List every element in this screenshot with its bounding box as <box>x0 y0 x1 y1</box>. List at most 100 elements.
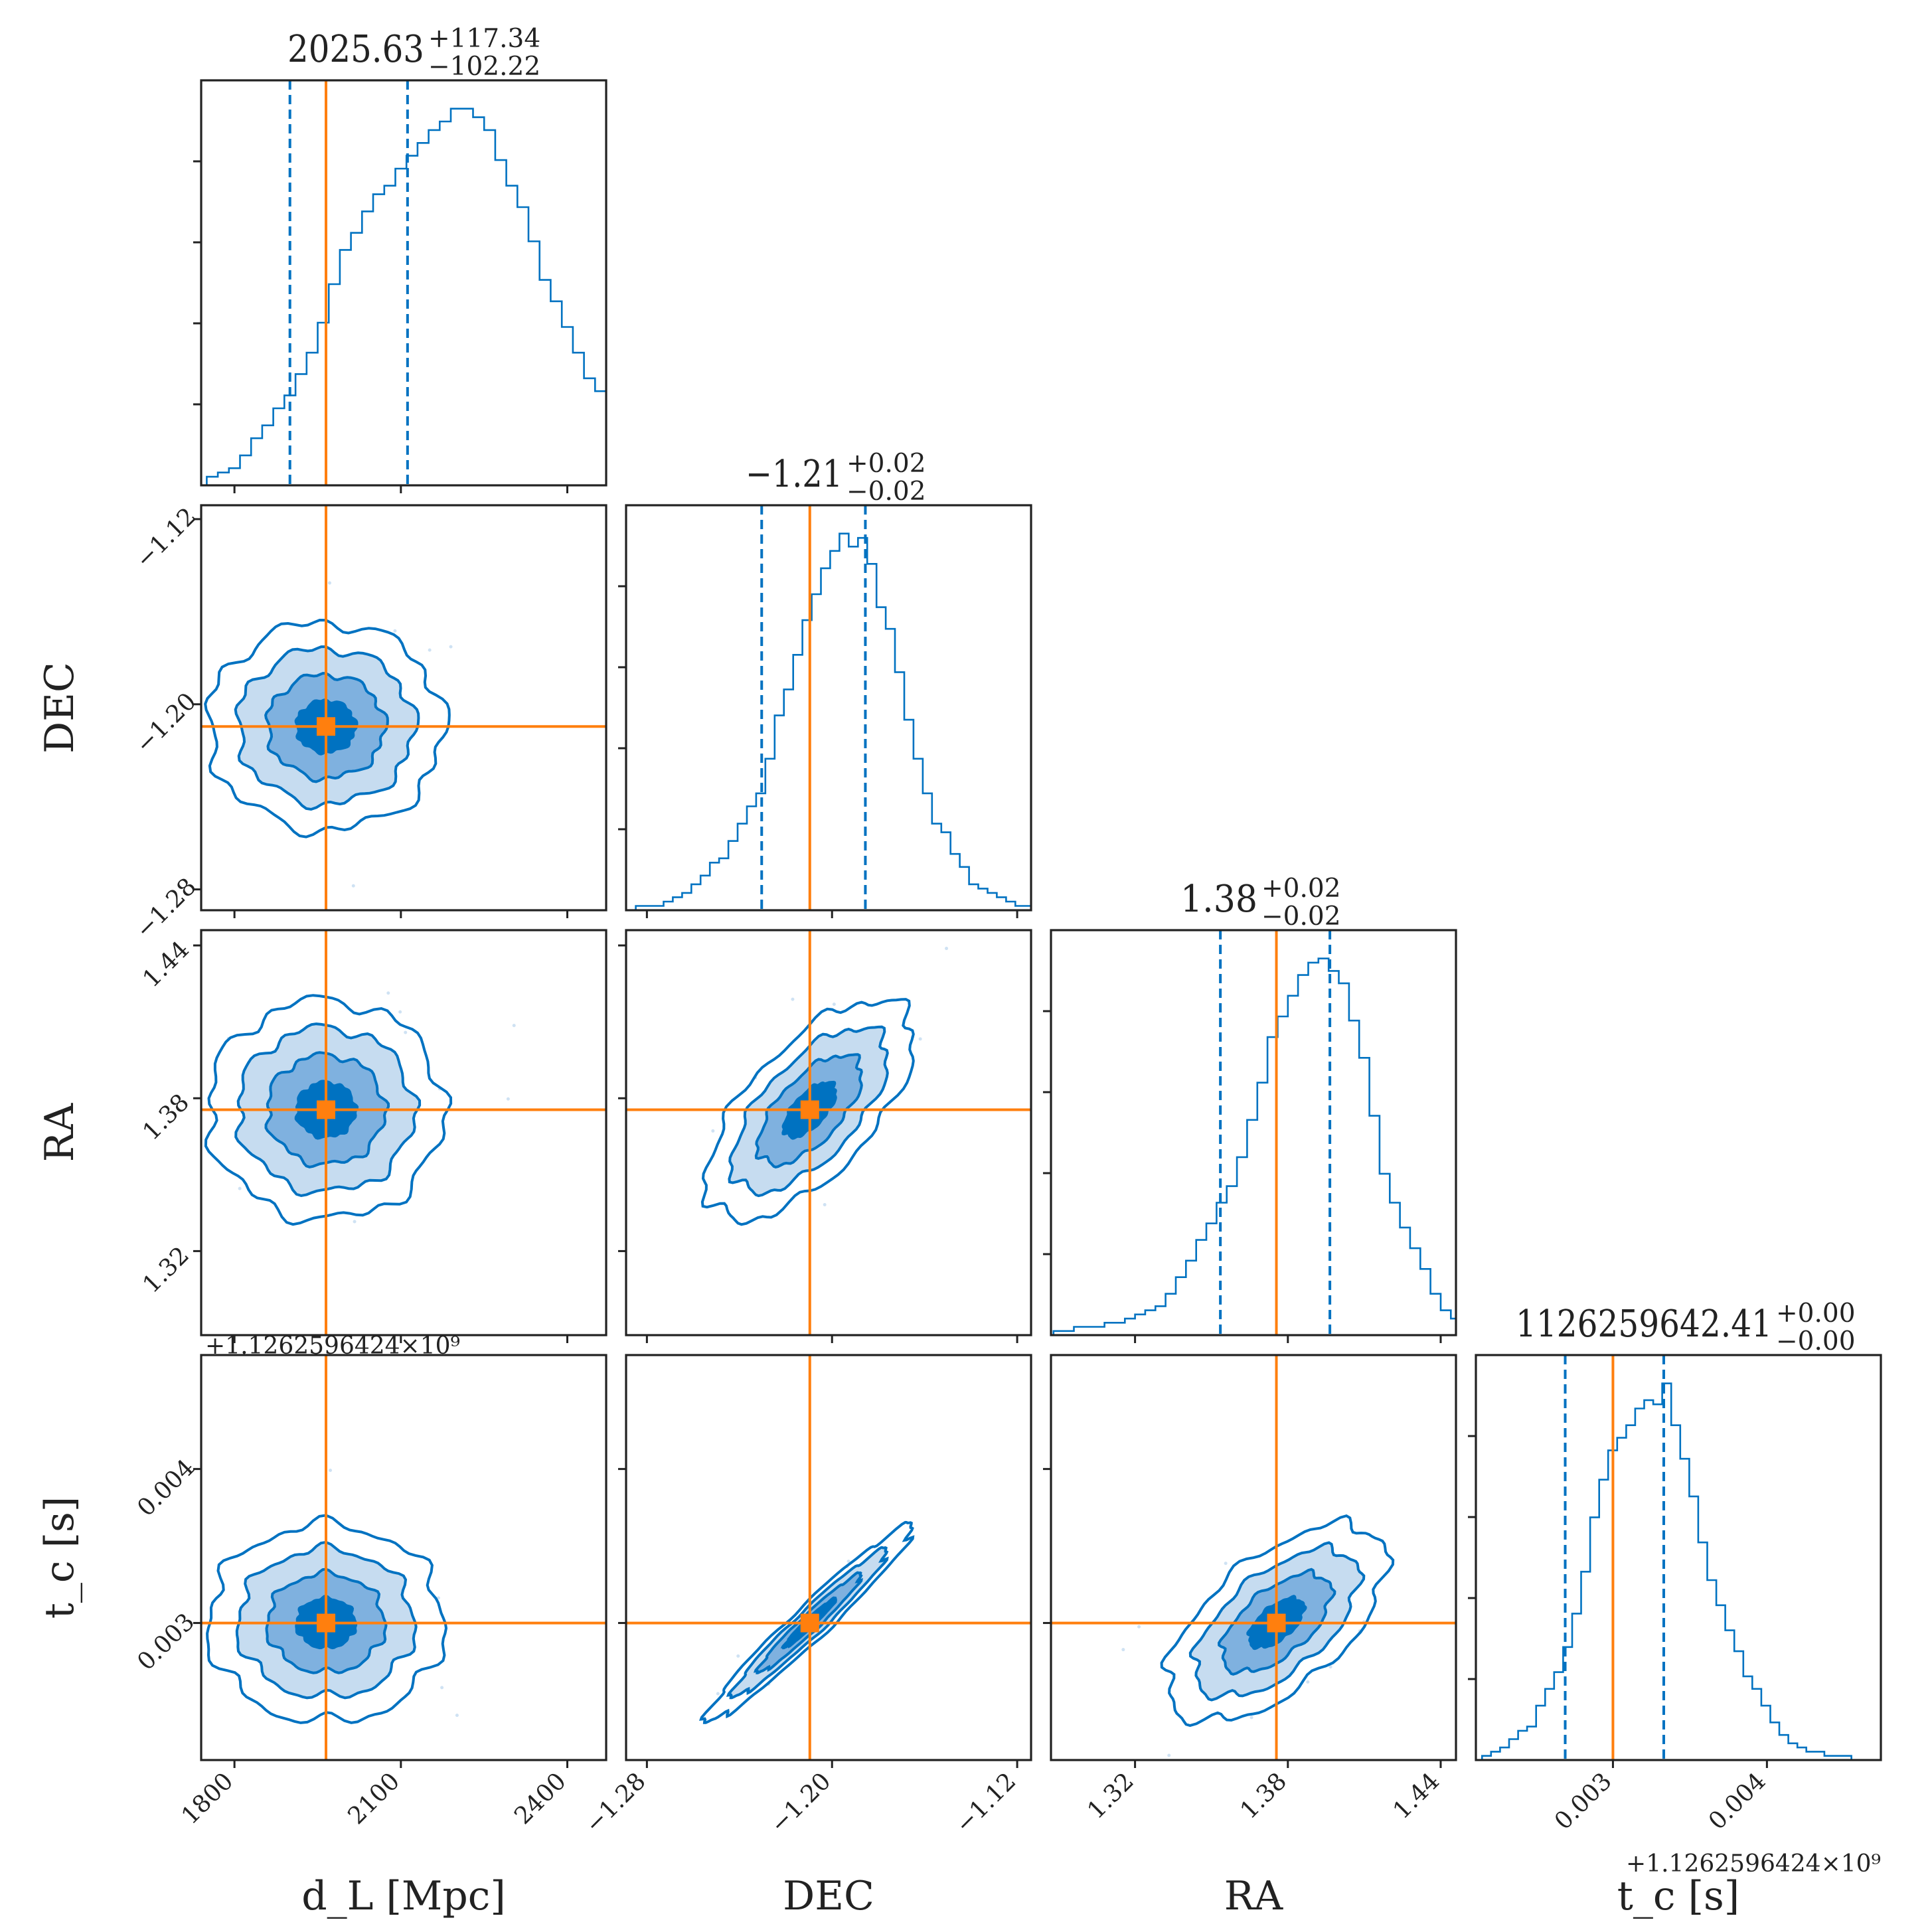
x-tick-label: −1.20 <box>765 1767 837 1838</box>
title-minus: −0.02 <box>1261 902 1341 931</box>
contour-line <box>1246 1595 1307 1650</box>
sample-point <box>1137 1625 1141 1629</box>
sample-point <box>327 581 331 585</box>
title-minus: −0.02 <box>846 477 926 507</box>
sample-point <box>716 1692 720 1696</box>
sample-point <box>832 1003 836 1006</box>
sample-point <box>238 1186 242 1190</box>
panel-frame <box>200 929 607 1336</box>
panel-frame <box>1475 1354 1882 1761</box>
sample-point <box>1167 1753 1171 1757</box>
title-RA: 1.38 +0.02−0.02 <box>1180 874 1341 931</box>
truth-marker <box>317 717 336 736</box>
contour-line <box>754 1053 863 1168</box>
sample-point <box>1249 1716 1253 1720</box>
truth-marker <box>1267 1613 1286 1633</box>
sample-point <box>711 1129 715 1133</box>
panel-tc-tc: 0.003 0.004 <box>1468 1354 1882 1835</box>
contour-line <box>1188 1541 1366 1702</box>
sample-point <box>193 692 197 696</box>
panel-frame <box>1050 1354 1457 1761</box>
sample-point <box>404 1030 408 1034</box>
y-axis-label-RA: RA <box>37 1103 83 1162</box>
histogram-tc <box>1481 1382 1870 1760</box>
sample-point <box>846 1560 850 1564</box>
truth-marker <box>800 1613 819 1633</box>
sample-point <box>428 648 432 652</box>
title-minus: −0.00 <box>1776 1327 1856 1356</box>
truth-marker <box>800 1100 819 1119</box>
sample-point <box>449 645 453 649</box>
x-tick-label: 0.004 <box>1704 1767 1771 1835</box>
title-main: −1.21 <box>746 453 843 496</box>
x-tick-label: 1.44 <box>1388 1767 1445 1824</box>
panel-tc-RA: 1.32 1.38 1.44 <box>1043 1354 1457 1824</box>
truth-marker <box>317 1613 336 1633</box>
panel-RA-DEC <box>618 929 1032 1343</box>
panel-tc-DEC: −1.28 −1.20 −1.12 <box>580 1354 1032 1838</box>
sample-point <box>1121 1648 1125 1652</box>
panel-DEC-DEC <box>618 504 1032 918</box>
sample-point <box>386 991 390 995</box>
panel-frame <box>1050 929 1457 1336</box>
y-tick-label: −1.28 <box>131 873 202 944</box>
sample-point <box>823 1203 827 1207</box>
x-offset-text: +1.1262596424×10⁹ <box>1626 1850 1881 1878</box>
contour-line <box>1217 1568 1336 1676</box>
contour-line <box>726 1546 889 1700</box>
x-tick-label: 1.38 <box>1235 1767 1292 1824</box>
sample-point <box>506 1097 510 1101</box>
x-tick-label: −1.12 <box>950 1767 1021 1838</box>
y-tick-label: 1.44 <box>137 936 195 993</box>
x-axis-label-tc: t_c [s] <box>1617 1873 1739 1919</box>
sample-point <box>455 1714 459 1718</box>
contour-line <box>780 1596 838 1650</box>
title-main: 1126259642.41 <box>1516 1303 1772 1346</box>
contour-line <box>753 1571 863 1674</box>
x-tick-label: 2400 <box>509 1767 572 1830</box>
y-tick-label: 0.004 <box>132 1454 200 1522</box>
y-tick-label: 1.38 <box>137 1089 195 1146</box>
y-tick-label: 1.32 <box>137 1242 195 1299</box>
sample-point <box>351 884 355 888</box>
sample-point <box>1328 1665 1332 1669</box>
x-axis-label-RA: RA <box>1224 1873 1283 1919</box>
sample-point <box>512 1024 516 1028</box>
sample-point <box>945 947 949 951</box>
y-offset-text: +1.1262596424×10⁹ <box>205 1332 460 1360</box>
panel-dL-dL <box>193 79 607 493</box>
contour-line <box>700 998 915 1226</box>
sample-point <box>1202 1769 1206 1772</box>
sample-point <box>329 1469 333 1473</box>
panel-frame <box>625 504 1032 912</box>
panel-frame <box>200 1354 607 1761</box>
x-tick-label: 2100 <box>343 1767 405 1830</box>
sample-point <box>1306 1680 1310 1684</box>
panel-frame <box>200 504 607 912</box>
x-axis-label-dL: d_L [Mpc] <box>301 1873 506 1919</box>
sample-point <box>393 629 397 633</box>
contour-line <box>698 1520 915 1724</box>
contour-line <box>728 1025 889 1198</box>
y-tick-label: 0.003 <box>132 1608 200 1676</box>
histogram-DEC <box>635 532 1031 910</box>
x-tick-label: 1800 <box>177 1767 239 1830</box>
panel-frame <box>200 79 607 487</box>
title-plus: +117.34 <box>428 24 540 54</box>
title-main: 1.38 <box>1180 878 1257 921</box>
title-plus: +0.02 <box>846 449 926 479</box>
x-axis-label-DEC: DEC <box>783 1873 874 1919</box>
panel-RA-RA <box>1043 929 1457 1343</box>
sample-point <box>736 1654 740 1658</box>
sample-point <box>436 1596 440 1600</box>
title-plus: +0.02 <box>1261 874 1341 904</box>
panel-frame <box>625 1354 1032 1761</box>
contour-line <box>1160 1514 1395 1728</box>
contour-line <box>781 1080 837 1140</box>
sample-point <box>398 1010 402 1014</box>
x-tick-label: −1.28 <box>580 1767 651 1838</box>
sample-point <box>791 997 795 1001</box>
title-DEC: −1.21 +0.02−0.02 <box>746 449 926 507</box>
histogram-dL <box>206 108 606 485</box>
